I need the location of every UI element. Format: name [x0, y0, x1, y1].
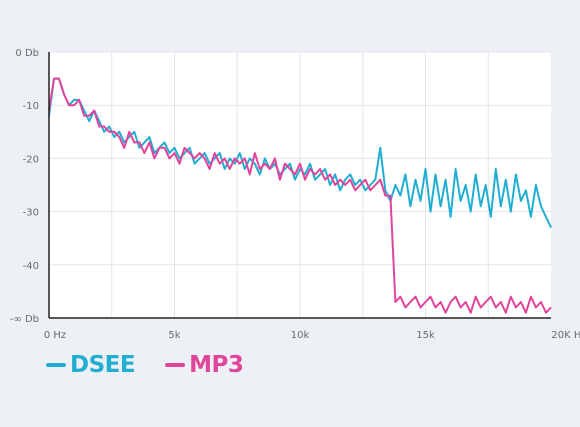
legend-label-mp3: MP3 — [189, 352, 244, 378]
series-line-mp3 — [48, 77, 552, 314]
y-tick-label: -10 — [23, 101, 39, 112]
y-tick-label: -30 — [23, 208, 39, 219]
x-tick-label: 10k — [291, 330, 310, 341]
grid-lines — [49, 51, 551, 318]
legend-label-dsee: DSEE — [70, 352, 136, 378]
series-lines — [48, 77, 552, 314]
series-line-dsee — [48, 77, 552, 229]
y-tick-label: -20 — [23, 154, 39, 165]
legend-item-dsee: DSEE — [46, 352, 136, 378]
legend-swatch-dsee — [46, 363, 66, 367]
x-tick-label: 5k — [168, 330, 180, 341]
legend-item-mp3: MP3 — [165, 352, 244, 378]
legend-swatch-mp3 — [165, 363, 186, 367]
x-tick-label: 20K Hz — [551, 330, 580, 341]
y-tick-label: 0 Db — [15, 48, 39, 59]
x-tick-label: 0 Hz — [44, 330, 66, 341]
x-tick-labels: 0 Hz 5k 10k 15k 20K Hz — [44, 330, 580, 341]
y-tick-label: -∞ Db — [10, 314, 39, 325]
legend: DSEE MP3 — [46, 352, 244, 378]
y-tick-labels: 0 Db -10 -20 -30 -40 -∞ Db — [10, 48, 39, 325]
x-tick-label: 15k — [416, 330, 435, 341]
y-tick-label: -40 — [23, 261, 39, 272]
